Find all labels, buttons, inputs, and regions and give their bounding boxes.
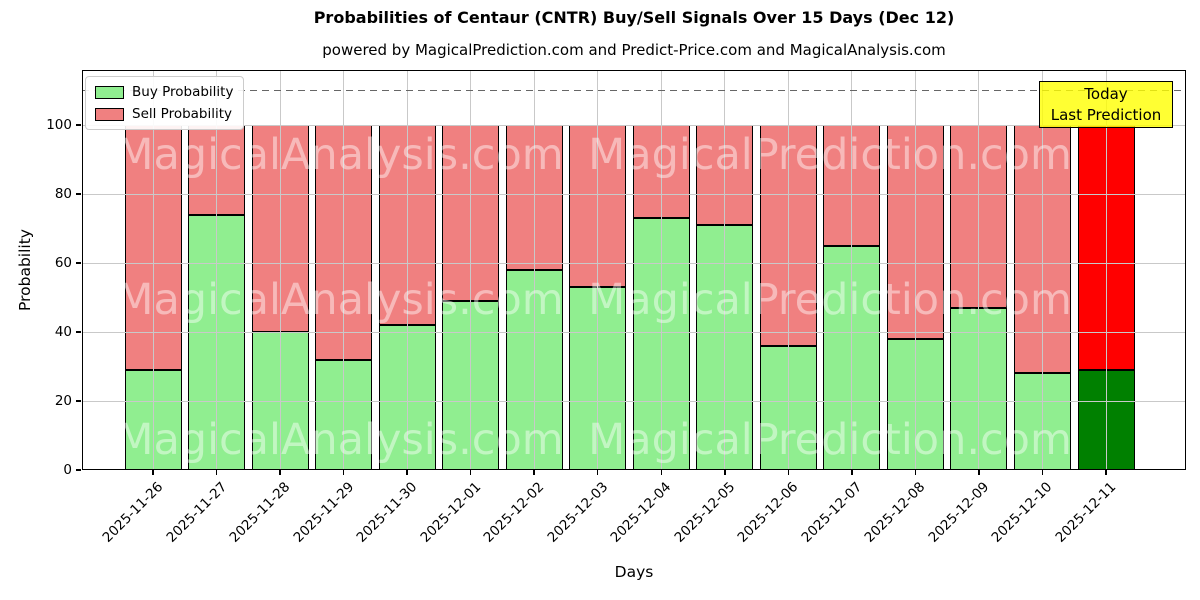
y-tick-label: 40 — [54, 324, 72, 341]
x-gridline — [1105, 70, 1107, 470]
x-tick — [724, 470, 726, 475]
buy-swatch-icon — [95, 85, 124, 99]
x-gridline — [533, 70, 535, 470]
sell-swatch-icon — [95, 107, 124, 121]
y-tick-label: 60 — [54, 255, 72, 272]
x-gridline — [1041, 70, 1043, 470]
y-tick-label: 20 — [54, 393, 72, 410]
x-tick — [533, 470, 535, 475]
y-tick — [76, 331, 81, 333]
x-tick — [787, 470, 790, 475]
legend-buy-label: Buy Probability — [132, 84, 234, 100]
y-tick — [76, 400, 81, 402]
x-tick — [469, 470, 472, 475]
y-tick — [76, 262, 81, 264]
legend-item-sell: Sell Probability — [95, 106, 233, 122]
legend-sell-label: Sell Probability — [132, 106, 233, 122]
y-gridline — [82, 124, 1186, 126]
x-tick — [596, 470, 599, 475]
x-tick — [1105, 470, 1107, 475]
chart-subtitle: powered by MagicalPrediction.com and Pre… — [322, 41, 946, 59]
annotation-line1: Today — [1084, 84, 1128, 103]
watermark-text: MagicalAnalysis.com — [116, 415, 564, 465]
x-gridline — [152, 70, 154, 470]
x-tick — [851, 470, 853, 475]
x-gridline — [279, 70, 281, 470]
x-gridline — [406, 70, 408, 470]
legend: Buy Probability Sell Probability — [85, 76, 245, 130]
y-tick-label: 0 — [63, 462, 72, 478]
y-tick-label: 80 — [54, 186, 72, 203]
x-gridline — [914, 70, 916, 470]
x-gridline — [978, 70, 980, 470]
annotation-line2: Last Prediction — [1050, 105, 1162, 124]
watermark-text: MagicalAnalysis.com — [116, 130, 564, 180]
legend-item-buy: Buy Probability — [95, 84, 233, 100]
watermark-text: MagicalAnalysis.com — [116, 275, 564, 325]
x-tick — [914, 470, 917, 475]
y-tick-label: 100 — [46, 117, 72, 134]
x-tick — [215, 470, 218, 475]
x-gridline — [724, 70, 726, 470]
y-tick — [76, 193, 81, 195]
x-tick — [1041, 470, 1044, 475]
x-tick — [279, 470, 281, 475]
grid-layer — [82, 70, 1186, 470]
y-gridline — [82, 400, 1186, 402]
x-gridline — [597, 70, 599, 470]
x-tick — [406, 470, 408, 475]
x-gridline — [787, 70, 789, 470]
x-gridline — [343, 70, 345, 470]
x-tick — [342, 470, 345, 475]
watermark-text: MagicalPrediction.com — [588, 130, 1072, 180]
x-tick — [660, 470, 663, 475]
y-tick — [76, 469, 81, 471]
chart-title: Probabilities of Centaur (CNTR) Buy/Sell… — [313, 8, 955, 27]
x-axis-title: Days — [614, 563, 654, 581]
watermark-layer: MagicalAnalysis.com MagicalPrediction.com… — [82, 70, 1186, 470]
x-gridline — [470, 70, 472, 470]
y-gridline — [82, 193, 1186, 195]
x-gridline — [851, 70, 853, 470]
x-tick — [978, 470, 980, 475]
today-annotation: Today Last Prediction — [1039, 81, 1173, 128]
x-gridline — [660, 70, 662, 470]
watermark-text: MagicalPrediction.com — [588, 275, 1072, 325]
x-gridline — [216, 70, 218, 470]
x-tick — [152, 470, 154, 475]
y-tick — [76, 124, 81, 126]
y-gridline — [82, 262, 1186, 264]
upper-dashed-line — [82, 89, 1186, 92]
plot-area: MagicalAnalysis.com MagicalPrediction.com… — [82, 70, 1186, 470]
y-gridline — [82, 331, 1186, 333]
watermark-text: MagicalPrediction.com — [588, 415, 1072, 465]
